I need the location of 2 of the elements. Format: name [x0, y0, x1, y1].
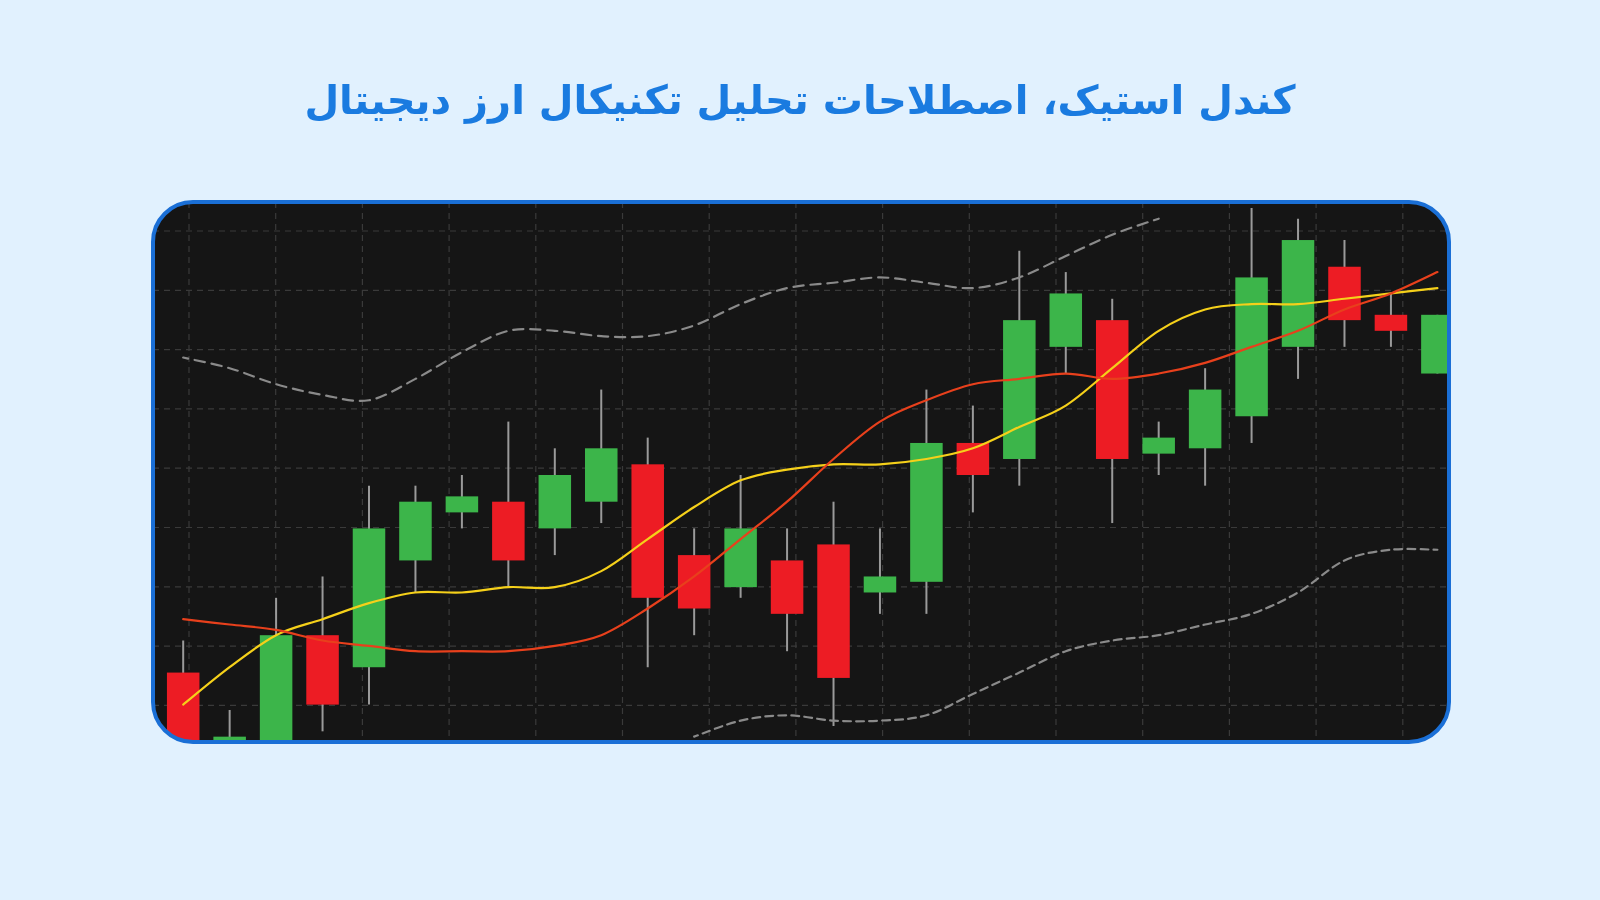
- candlestick: [863, 527, 897, 615]
- chart-title: کندل استیک، اصطلاحات تحلیل تکنیکال ارز دیجیتال: [304, 77, 1297, 124]
